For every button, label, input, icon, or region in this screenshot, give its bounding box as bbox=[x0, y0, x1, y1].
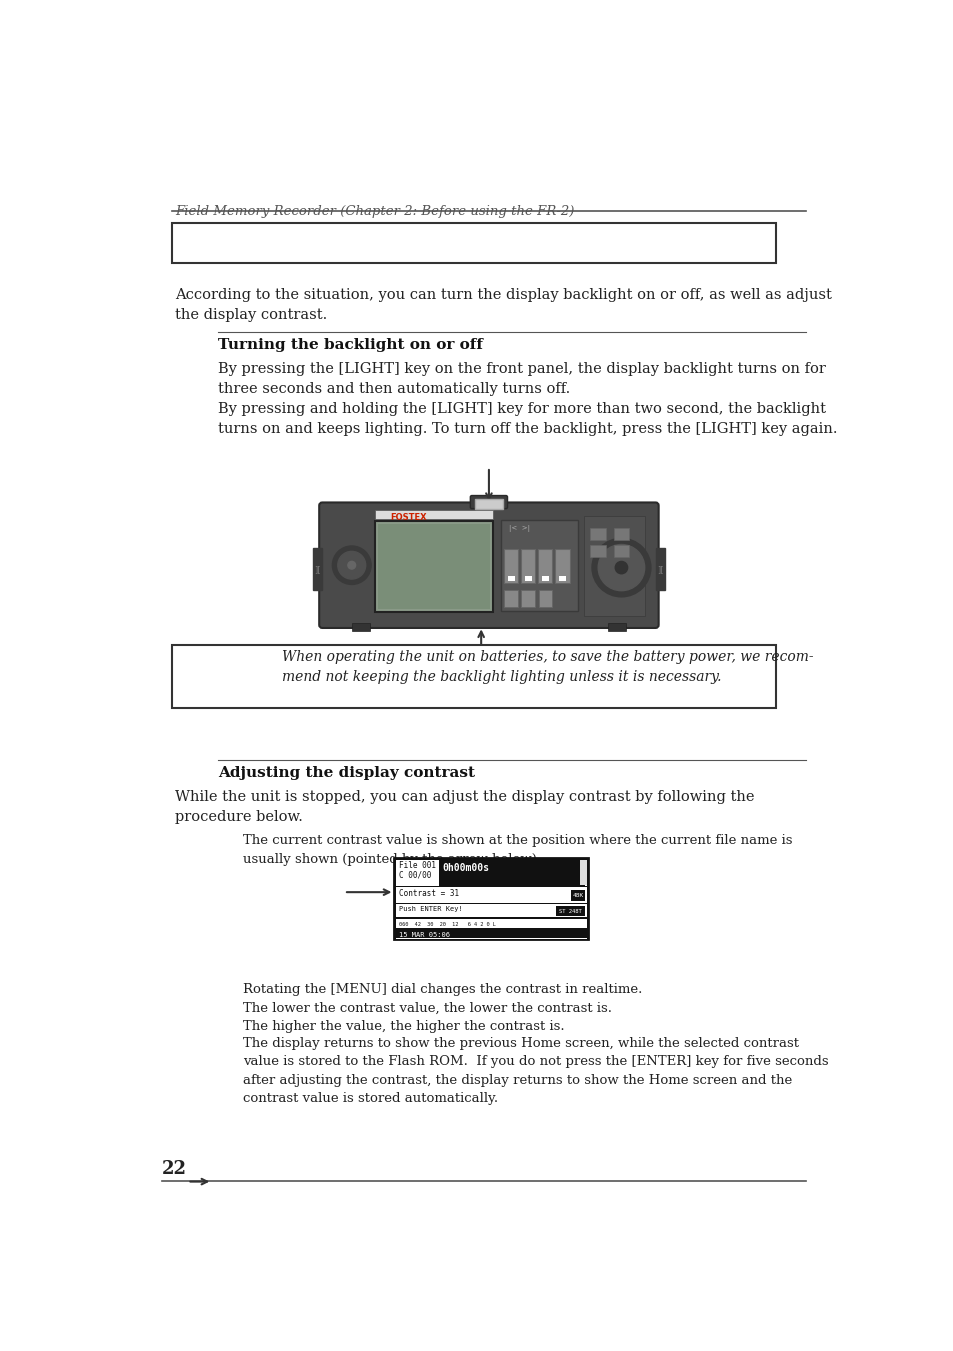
Text: The current contrast value is shown at the position where the current file name : The current contrast value is shown at t… bbox=[243, 835, 792, 866]
Text: File 001: File 001 bbox=[398, 862, 436, 870]
Bar bbox=[395, 928, 586, 939]
Bar bbox=[555, 905, 584, 916]
Bar bbox=[395, 920, 586, 929]
Text: 15 MAR 05:06: 15 MAR 05:06 bbox=[398, 932, 450, 938]
Bar bbox=[583, 516, 644, 616]
Text: Rotating the [MENU] dial changes the contrast in realtime.
The lower the contras: Rotating the [MENU] dial changes the con… bbox=[243, 984, 642, 1034]
Bar bbox=[521, 590, 534, 607]
Circle shape bbox=[332, 546, 371, 585]
Text: Contrast = 31: Contrast = 31 bbox=[398, 889, 458, 897]
Bar bbox=[377, 524, 489, 609]
Bar bbox=[352, 623, 370, 631]
FancyBboxPatch shape bbox=[319, 503, 658, 628]
Circle shape bbox=[615, 562, 627, 574]
Text: Push ENTER Key!: Push ENTER Key! bbox=[398, 905, 462, 912]
Bar bbox=[475, 499, 502, 509]
Text: According to the situation, you can turn the display backlight on or off, as wel: According to the situation, you can turn… bbox=[174, 288, 831, 322]
Bar bbox=[613, 528, 629, 540]
Bar bbox=[500, 520, 578, 611]
Circle shape bbox=[592, 538, 650, 597]
Text: 060  42  30  20  12   6 4 2 0 L: 060 42 30 20 12 6 4 2 0 L bbox=[398, 921, 496, 927]
Text: The display returns to show the previous Home screen, while the selected contras: The display returns to show the previous… bbox=[243, 1036, 828, 1105]
Text: C 00/00: C 00/00 bbox=[398, 870, 431, 880]
Bar bbox=[172, 223, 776, 263]
Bar bbox=[313, 549, 322, 590]
Text: |<  >|: |< >| bbox=[509, 524, 530, 532]
Bar bbox=[607, 623, 625, 631]
Bar bbox=[537, 590, 551, 607]
Bar bbox=[613, 544, 629, 557]
Text: FOSTEX: FOSTEX bbox=[390, 513, 427, 523]
Text: Turning the backlight on or off: Turning the backlight on or off bbox=[218, 339, 483, 353]
FancyBboxPatch shape bbox=[555, 550, 569, 584]
Bar bbox=[172, 644, 776, 708]
Bar bbox=[394, 858, 587, 939]
Text: Adjusting the display contrast: Adjusting the display contrast bbox=[218, 766, 475, 780]
Bar bbox=[571, 890, 584, 901]
Text: Field Memory Recorder (Chapter 2: Before using the FR-2): Field Memory Recorder (Chapter 2: Before… bbox=[174, 205, 574, 219]
Bar bbox=[395, 904, 586, 917]
Circle shape bbox=[598, 544, 644, 590]
Circle shape bbox=[348, 562, 355, 569]
Bar bbox=[590, 544, 605, 557]
Bar bbox=[579, 859, 586, 885]
Bar bbox=[590, 528, 605, 540]
Bar bbox=[507, 577, 514, 581]
Bar bbox=[395, 888, 586, 902]
FancyBboxPatch shape bbox=[537, 550, 552, 584]
Text: When operating the unit on batteries, to save the battery power, we recom-
mend : When operating the unit on batteries, to… bbox=[282, 650, 813, 685]
FancyBboxPatch shape bbox=[470, 496, 507, 508]
Text: 48K: 48K bbox=[572, 893, 583, 898]
Bar bbox=[558, 577, 565, 581]
Text: ][: ][ bbox=[657, 565, 663, 574]
Text: ST 248T: ST 248T bbox=[558, 908, 581, 913]
Bar bbox=[375, 511, 493, 519]
Text: ][: ][ bbox=[314, 565, 320, 574]
FancyBboxPatch shape bbox=[520, 550, 535, 584]
Bar bbox=[541, 577, 548, 581]
Text: 0h00m00s: 0h00m00s bbox=[442, 863, 489, 873]
Text: R: R bbox=[398, 931, 402, 936]
Bar bbox=[395, 859, 586, 886]
Text: While the unit is stopped, you can adjust the display contrast by following the
: While the unit is stopped, you can adjus… bbox=[174, 790, 754, 824]
FancyBboxPatch shape bbox=[503, 550, 517, 584]
Bar bbox=[655, 549, 664, 590]
Bar bbox=[504, 590, 517, 607]
Bar bbox=[524, 577, 531, 581]
Bar bbox=[375, 521, 493, 612]
Bar bbox=[439, 859, 584, 886]
Bar bbox=[395, 928, 586, 938]
Text: By pressing the [LIGHT] key on the front panel, the display backlight turns on f: By pressing the [LIGHT] key on the front… bbox=[218, 362, 837, 436]
Text: 22: 22 bbox=[162, 1159, 187, 1178]
Circle shape bbox=[337, 551, 365, 580]
